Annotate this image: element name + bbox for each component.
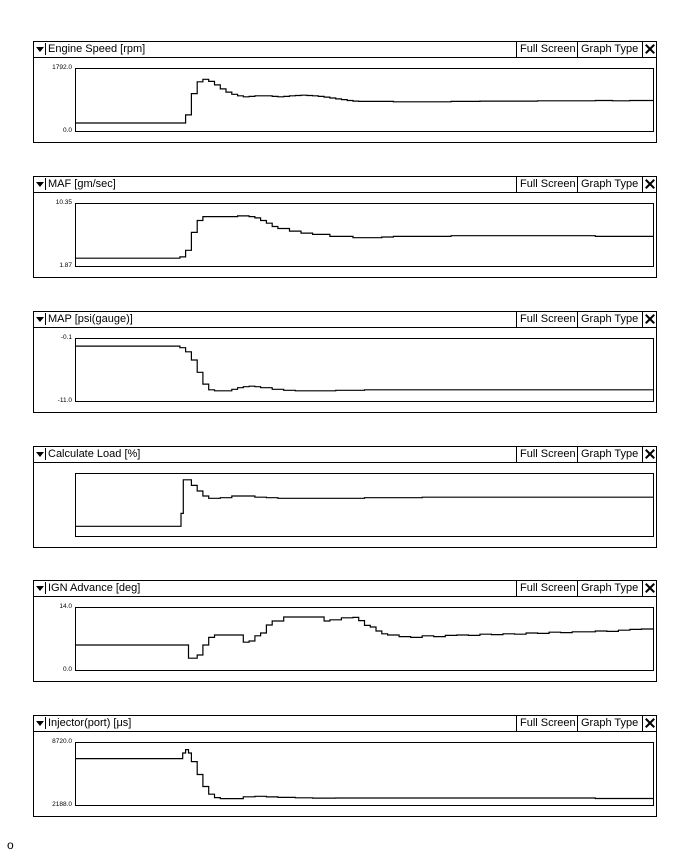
graph-type-button[interactable]: Graph Type <box>577 312 642 327</box>
full-screen-button[interactable]: Full Screen <box>516 312 577 327</box>
graph-panel: IGN Advance [deg] Full Screen Graph Type… <box>33 580 657 682</box>
plot-area <box>75 473 654 537</box>
plot-area <box>75 203 654 267</box>
panel-titlebar: MAP [psi(gauge)] Full Screen Graph Type <box>34 312 656 328</box>
graph-panel: Calculate Load [%] Full Screen Graph Typ… <box>33 446 657 548</box>
line-chart <box>76 616 653 659</box>
graph-type-button[interactable]: Graph Type <box>577 447 642 462</box>
graph-type-button[interactable]: Graph Type <box>577 581 642 596</box>
panel-title: MAP [psi(gauge)] <box>48 313 133 325</box>
y-axis-min-label: 1.87 <box>59 262 72 269</box>
collapse-arrow-icon[interactable] <box>35 178 46 190</box>
full-screen-button[interactable]: Full Screen <box>516 42 577 57</box>
series-line <box>76 479 653 527</box>
close-icon[interactable] <box>642 312 656 327</box>
full-screen-button[interactable]: Full Screen <box>516 177 577 192</box>
plot-area <box>75 607 654 671</box>
graph-panel: MAP [psi(gauge)] Full Screen Graph Type … <box>33 311 657 413</box>
line-chart <box>76 749 653 800</box>
plot-area <box>75 338 654 402</box>
panel-title: IGN Advance [deg] <box>48 582 141 594</box>
close-icon[interactable] <box>642 447 656 462</box>
close-icon[interactable] <box>642 42 656 57</box>
graph-type-button[interactable]: Graph Type <box>577 42 642 57</box>
line-chart <box>76 479 653 527</box>
full-screen-button[interactable]: Full Screen <box>516 447 577 462</box>
y-axis-max-label: -0.1 <box>60 334 72 341</box>
full-screen-button[interactable]: Full Screen <box>516 581 577 596</box>
series-line <box>76 345 653 392</box>
y-axis-min-label: 0.0 <box>62 666 72 673</box>
panel-title: Engine Speed [rpm] <box>48 43 146 55</box>
panel-titlebar: IGN Advance [deg] Full Screen Graph Type <box>34 581 656 597</box>
line-chart <box>76 345 653 392</box>
y-axis-min-label: 2188.0 <box>52 801 72 808</box>
collapse-arrow-icon[interactable] <box>35 717 46 729</box>
series-line <box>76 215 653 259</box>
series-line <box>76 749 653 800</box>
panel-titlebar: Calculate Load [%] Full Screen Graph Typ… <box>34 447 656 463</box>
close-icon[interactable] <box>642 581 656 596</box>
line-chart <box>76 215 653 259</box>
plot-area <box>75 742 654 806</box>
y-axis-max-label: 1792.0 <box>52 64 72 71</box>
y-axis-max-label: 10.35 <box>55 199 72 206</box>
panel-titlebar: Engine Speed [rpm] Full Screen Graph Typ… <box>34 42 656 58</box>
y-axis-min-label: 0.0 <box>62 127 72 134</box>
graph-panel: Injector(port) [μs] Full Screen Graph Ty… <box>33 715 657 817</box>
panel-title: MAF [gm/sec] <box>48 178 116 190</box>
graph-panel: MAF [gm/sec] Full Screen Graph Type 10.3… <box>33 176 657 278</box>
graph-type-button[interactable]: Graph Type <box>577 716 642 731</box>
series-line <box>76 78 653 124</box>
plot-area <box>75 68 654 132</box>
graph-type-button[interactable]: Graph Type <box>577 177 642 192</box>
collapse-arrow-icon[interactable] <box>35 582 46 594</box>
series-line <box>76 616 653 659</box>
collapse-arrow-icon[interactable] <box>35 43 46 55</box>
stray-character: o <box>7 838 14 852</box>
collapse-arrow-icon[interactable] <box>35 313 46 325</box>
panel-title: Calculate Load [%] <box>48 448 141 460</box>
close-icon[interactable] <box>642 716 656 731</box>
graph-panel: Engine Speed [rpm] Full Screen Graph Typ… <box>33 41 657 143</box>
y-axis-min-label: -11.0 <box>57 397 72 404</box>
panel-title: Injector(port) [μs] <box>48 717 132 729</box>
y-axis-max-label: 14.0 <box>59 603 72 610</box>
collapse-arrow-icon[interactable] <box>35 448 46 460</box>
close-icon[interactable] <box>642 177 656 192</box>
full-screen-button[interactable]: Full Screen <box>516 716 577 731</box>
panel-titlebar: Injector(port) [μs] Full Screen Graph Ty… <box>34 716 656 732</box>
panel-titlebar: MAF [gm/sec] Full Screen Graph Type <box>34 177 656 193</box>
line-chart <box>76 78 653 124</box>
y-axis-max-label: 8720.0 <box>52 738 72 745</box>
